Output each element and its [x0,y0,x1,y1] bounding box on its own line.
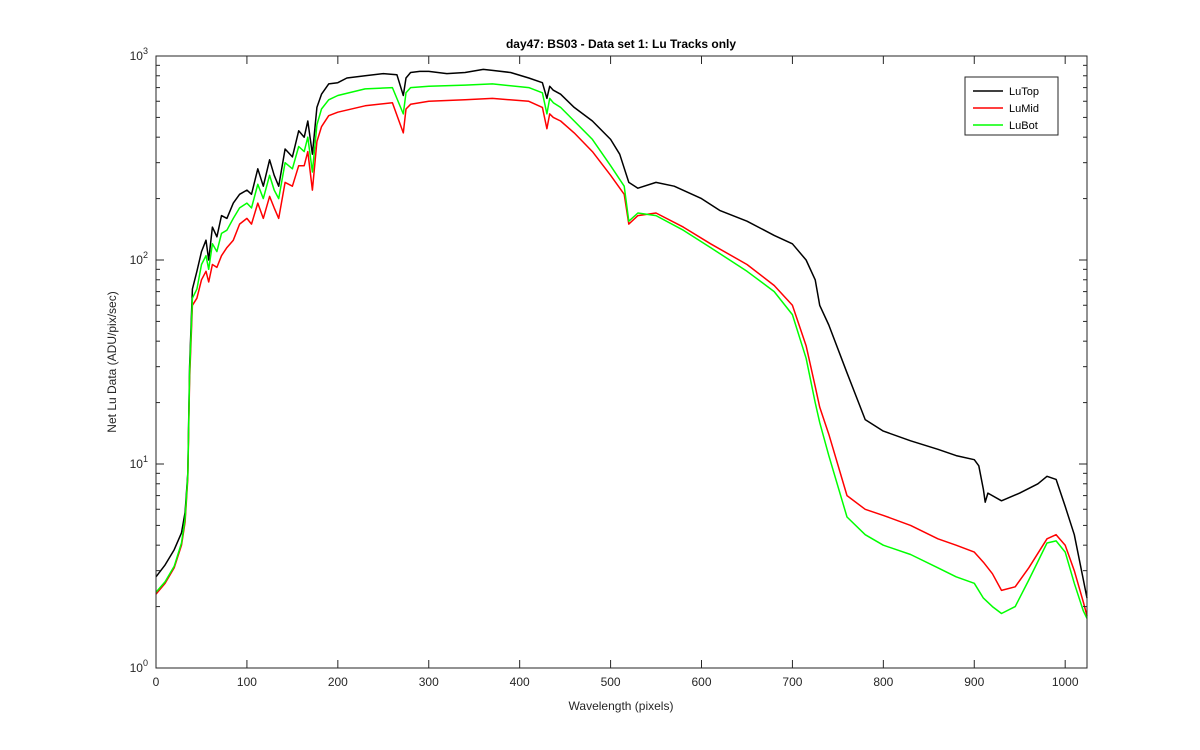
y-tick-label: 100 [130,658,148,675]
plot-area [156,56,1087,668]
y-axis: 100 101 102 103 [130,46,1087,675]
x-tick-label: 500 [601,675,621,689]
x-tick-label: 900 [964,675,984,689]
x-tick-label: 400 [510,675,530,689]
y-tick-label: 103 [130,46,148,63]
legend-label-lutop: LuTop [1009,86,1039,98]
legend-label-lumid: LuMid [1009,103,1039,115]
x-tick-label: 0 [153,675,160,689]
y-tick-label: 101 [130,454,148,471]
y-axis-label: Net Lu Data (ADU/pix/sec) [105,291,119,432]
x-axis-label: Wavelength (pixels) [569,699,674,713]
x-tick-label: 100 [237,675,257,689]
chart-title: day47: BS03 - Data set 1: Lu Tracks only [506,37,736,51]
x-tick-label: 200 [328,675,348,689]
legend: LuTop LuMid LuBot [964,76,1059,136]
legend-label-lubot: LuBot [1009,120,1038,132]
x-tick-label: 700 [782,675,802,689]
x-tick-label: 1000 [1052,675,1079,689]
x-tick-label: 300 [419,675,439,689]
x-tick-label: 600 [691,675,711,689]
series-line-lubot [155,83,1088,619]
series-line-lumid [155,97,1088,617]
series-layer [155,68,1088,619]
y-tick-label: 102 [130,250,148,267]
plot-frame [155,55,1088,669]
series-line-lutop [155,68,1088,599]
x-tick-label: 800 [873,675,893,689]
x-axis: 0 100 200 300 400 500 600 700 800 900 1000 [153,56,1079,689]
legend-box [964,76,1059,136]
